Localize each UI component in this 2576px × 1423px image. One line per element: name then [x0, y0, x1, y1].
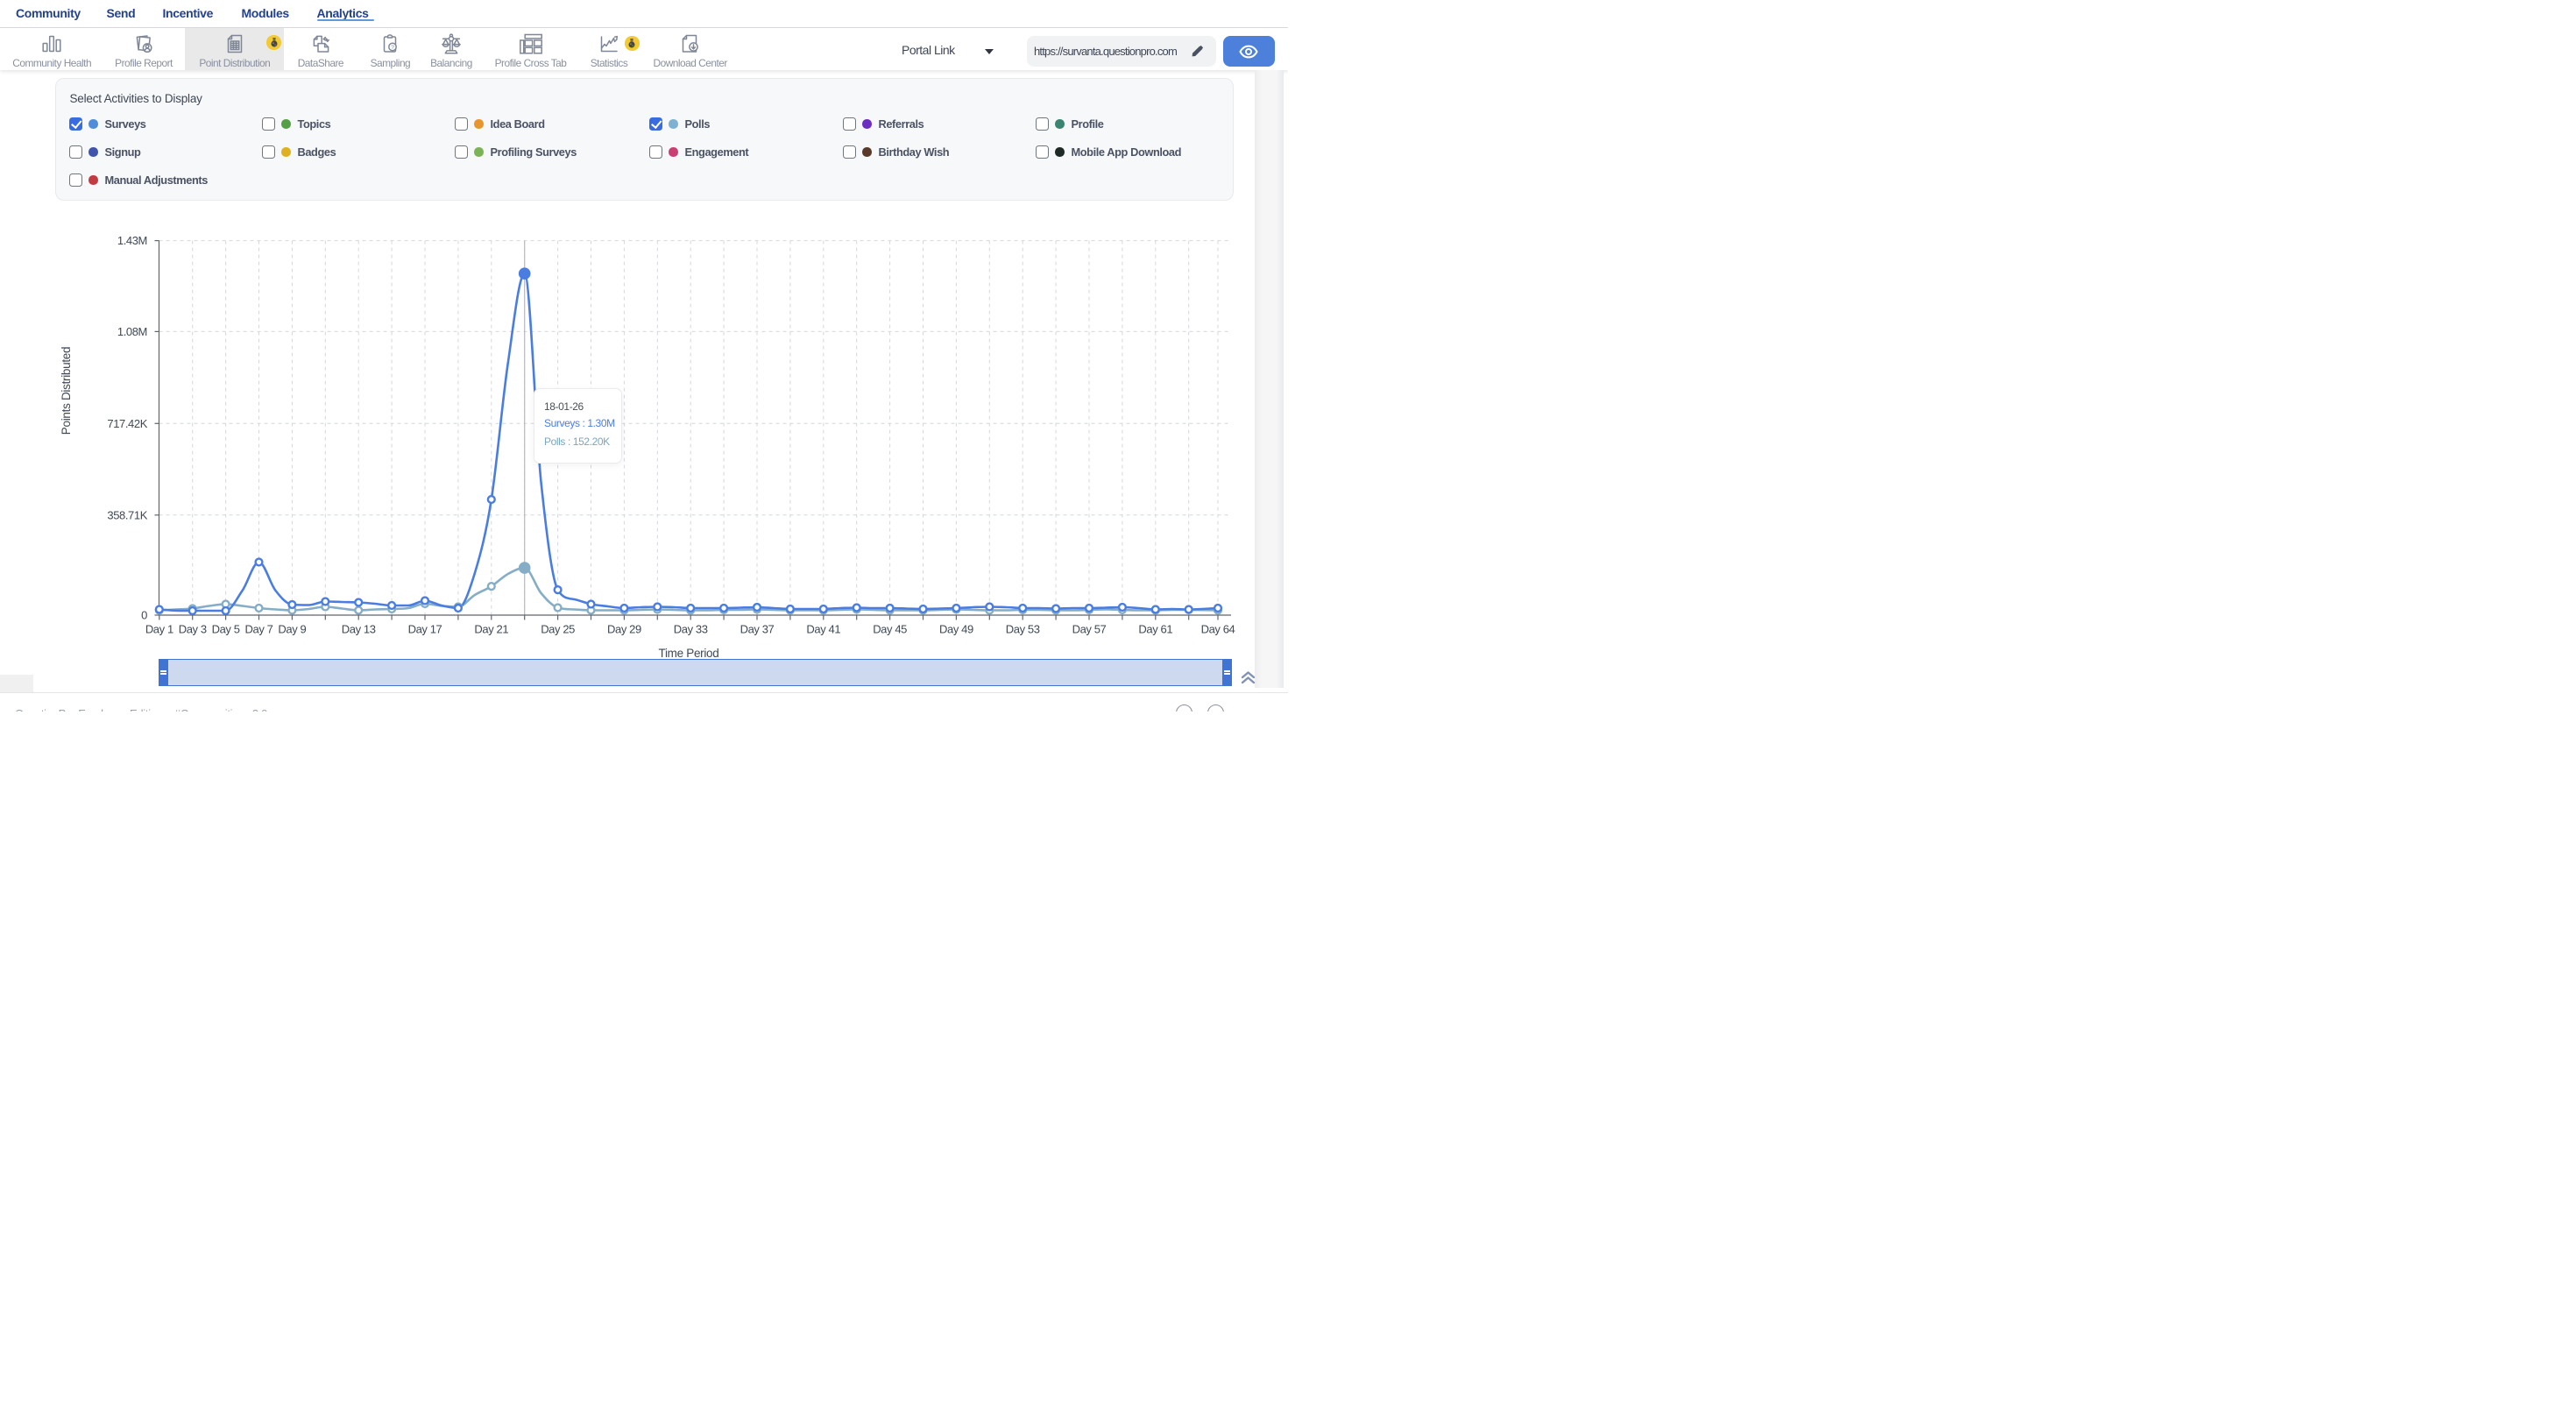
svg-text:Day 29: Day 29	[607, 623, 641, 636]
svg-text:0: 0	[141, 609, 147, 622]
svg-text:Day 64: Day 64	[1201, 623, 1235, 636]
svg-text:Day 21: Day 21	[474, 623, 508, 636]
svg-text:Day 7: Day 7	[245, 623, 273, 636]
svg-text:Points Distributed: Points Distributed	[60, 347, 73, 435]
svg-text:Day 25: Day 25	[541, 623, 575, 636]
svg-text:1.08M: 1.08M	[117, 325, 147, 338]
svg-text:Time Period: Time Period	[659, 647, 719, 660]
svg-text:Day 3: Day 3	[179, 623, 207, 636]
svg-text:1.43M: 1.43M	[117, 234, 147, 247]
svg-text:Day 37: Day 37	[740, 623, 775, 636]
svg-text:?: ?	[392, 45, 395, 51]
svg-text:Day 57: Day 57	[1072, 623, 1107, 636]
svg-text:Day 13: Day 13	[342, 623, 376, 636]
svg-text:Day 1: Day 1	[145, 623, 173, 636]
svg-text:Day 17: Day 17	[408, 623, 442, 636]
svg-text:717.42K: 717.42K	[107, 417, 147, 430]
svg-text:Day 33: Day 33	[674, 623, 708, 636]
svg-text:Day 49: Day 49	[939, 623, 973, 636]
svg-text:Day 45: Day 45	[873, 623, 907, 636]
svg-text:Day 9: Day 9	[278, 623, 306, 636]
svg-text:Day 5: Day 5	[212, 623, 240, 636]
svg-text:Day 61: Day 61	[1138, 623, 1172, 636]
svg-text:358.71K: 358.71K	[107, 508, 147, 521]
svg-text:Day 53: Day 53	[1006, 623, 1040, 636]
svg-text:Day 41: Day 41	[806, 623, 840, 636]
